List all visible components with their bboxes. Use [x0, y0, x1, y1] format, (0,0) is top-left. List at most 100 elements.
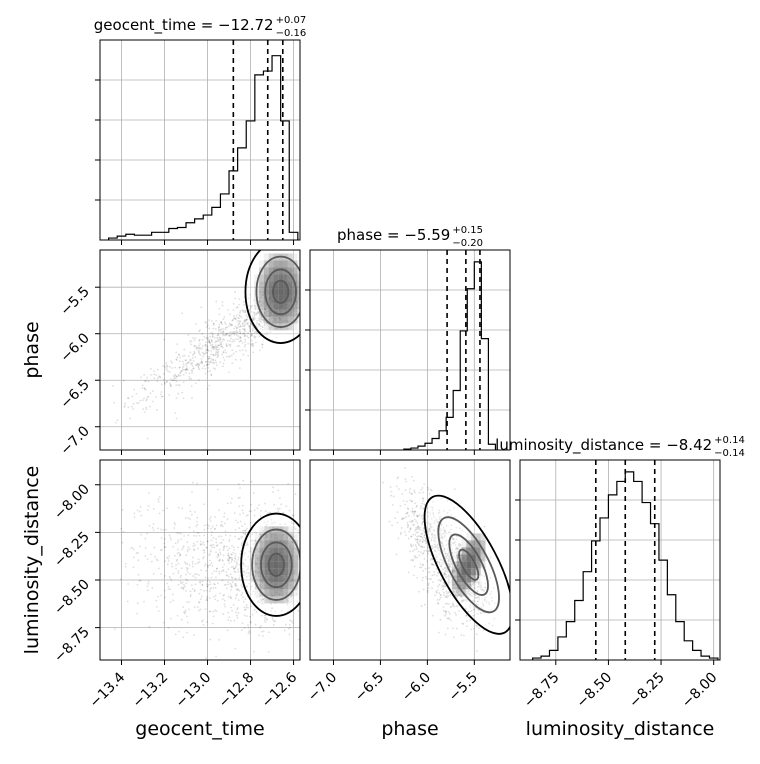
scatter-point	[208, 340, 211, 343]
scatter-point	[435, 590, 438, 593]
scatter-point	[254, 571, 256, 574]
scatter-point	[222, 356, 225, 359]
scatter-point	[207, 363, 210, 366]
scatter-point	[217, 338, 219, 341]
density-block	[273, 281, 279, 289]
scatter-point	[258, 584, 261, 587]
scatter-point	[203, 534, 206, 537]
scatter-point	[452, 538, 454, 541]
density-block	[292, 274, 298, 282]
scatter-point	[228, 313, 231, 316]
scatter-point	[223, 515, 225, 518]
scatter-point	[146, 396, 149, 399]
scatter-point	[414, 557, 417, 559]
density-block	[278, 554, 284, 562]
scatter-point	[222, 613, 225, 615]
scatter-point	[218, 338, 221, 341]
scatter-point	[221, 365, 224, 368]
x-tick-label: −5.5	[446, 670, 481, 705]
scatter-point	[223, 603, 226, 606]
scatter-point	[413, 518, 416, 521]
scatter-point	[404, 478, 407, 480]
scatter-point	[182, 546, 184, 549]
contour-level-2	[255, 255, 300, 328]
scatter-point	[211, 525, 214, 528]
scatter-point	[396, 477, 399, 480]
scatter-point	[197, 558, 200, 561]
scatter-point	[488, 603, 491, 606]
scatter-point	[131, 405, 133, 408]
scatter-point	[178, 554, 181, 557]
scatter-point	[413, 514, 415, 517]
scatter-point	[254, 562, 257, 565]
scatter-point	[476, 596, 479, 599]
scatter-point	[479, 585, 482, 587]
scatter-point	[469, 606, 472, 609]
scatter-point	[176, 356, 179, 359]
scatter-point	[251, 577, 254, 580]
scatter-point	[417, 515, 419, 518]
scatter-point	[257, 573, 260, 576]
scatter-point	[143, 380, 146, 383]
scatter-point	[279, 497, 281, 499]
scatter-point	[480, 584, 483, 586]
scatter-point	[201, 620, 203, 623]
scatter-point	[432, 513, 435, 516]
title-sup: +0.07	[276, 15, 307, 26]
scatter-point	[227, 619, 230, 621]
scatter-point	[433, 538, 436, 541]
scatter-point	[195, 346, 198, 348]
scatter-point	[216, 334, 219, 337]
scatter-point	[211, 622, 214, 625]
scatter-point	[208, 554, 210, 557]
scatter-point	[444, 574, 446, 577]
scatter-point	[288, 542, 290, 545]
density-block	[466, 533, 472, 541]
scatter-point	[257, 317, 260, 320]
scatter-point	[473, 587, 476, 590]
density-block	[268, 323, 274, 331]
density-block	[287, 260, 293, 268]
scatter-point	[427, 521, 430, 524]
scatter-point	[239, 325, 242, 328]
scatter-point	[427, 587, 430, 590]
scatter-point	[137, 401, 140, 404]
scatter-point	[441, 533, 444, 535]
scatter-point	[449, 534, 452, 536]
scatter-point	[253, 557, 256, 560]
scatter-point	[412, 533, 415, 536]
scatter-point	[162, 509, 165, 512]
scatter-point	[244, 608, 247, 611]
scatter-point	[116, 419, 119, 422]
density-block	[263, 274, 269, 282]
scatter-point	[193, 339, 196, 342]
scatter-point	[141, 387, 144, 389]
scatter-point	[185, 589, 187, 592]
scatter-point	[291, 621, 294, 624]
scatter-point	[231, 585, 234, 588]
scatter-point	[236, 588, 239, 590]
scatter-point	[443, 510, 446, 512]
scatter-point	[192, 337, 194, 339]
scatter-point	[422, 569, 425, 572]
scatter-point	[229, 331, 232, 334]
scatter-point	[261, 309, 264, 312]
histogram-step	[403, 261, 497, 450]
scatter-point	[193, 350, 196, 353]
scatter-point	[421, 523, 424, 526]
scatter-point	[238, 577, 241, 580]
density-block	[273, 274, 279, 282]
scatter-point	[456, 550, 459, 553]
scatter-point	[260, 599, 263, 601]
scatter-point	[451, 570, 454, 573]
scatter-point	[227, 583, 230, 586]
scatter-point	[206, 387, 209, 390]
scatter-point	[455, 596, 458, 599]
scatter-point	[214, 583, 216, 586]
scatter-point	[131, 546, 134, 549]
scatter-point	[260, 624, 262, 627]
scatter-point	[244, 533, 247, 536]
scatter-point	[147, 582, 150, 585]
scatter-point	[482, 612, 485, 615]
scatter-point	[434, 536, 437, 539]
